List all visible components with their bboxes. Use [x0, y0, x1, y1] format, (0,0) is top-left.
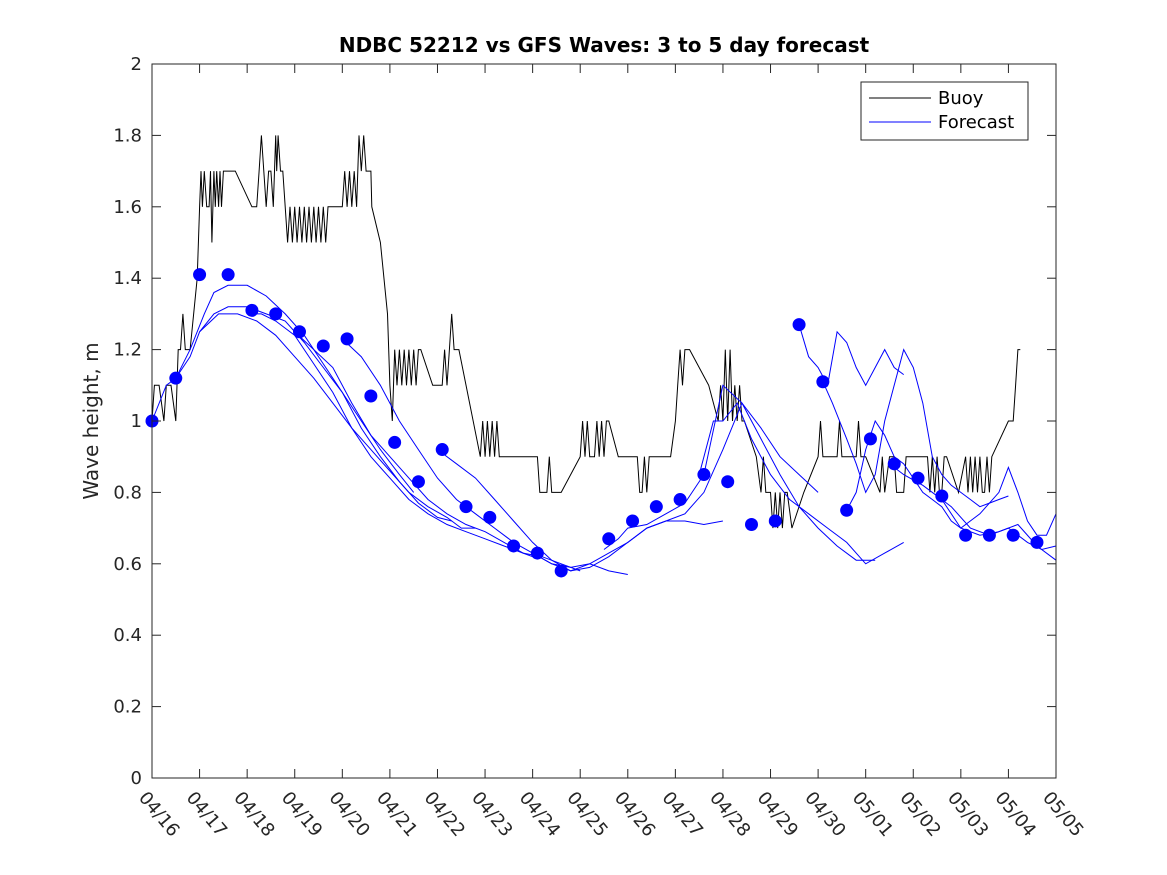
- y-tick-label: 1: [131, 411, 142, 432]
- y-tick-label: 0.8: [113, 482, 142, 503]
- forecast-marker: [193, 268, 207, 282]
- forecast-marker: [435, 443, 449, 457]
- forecast-marker: [697, 468, 711, 482]
- forecast-line: [532, 402, 819, 572]
- forecast-marker: [459, 500, 473, 514]
- legend-label-buoy: Buoy: [938, 88, 984, 109]
- y-tick-label: 0.2: [113, 697, 142, 718]
- y-tick-label: 2: [131, 54, 142, 75]
- forecast-marker: [269, 307, 283, 321]
- forecast-marker: [169, 371, 183, 385]
- forecast-marker: [245, 303, 259, 317]
- forecast-marker: [911, 471, 925, 485]
- forecast-marker: [292, 325, 306, 339]
- forecast-marker: [340, 332, 354, 346]
- y-tick-label: 0: [131, 768, 142, 789]
- forecast-marker: [959, 528, 973, 542]
- forecast-marker: [768, 514, 782, 528]
- legend: Buoy Forecast: [860, 81, 1029, 141]
- forecast-marker: [602, 532, 616, 546]
- forecast-marker: [863, 432, 877, 446]
- forecast-marker: [744, 518, 758, 532]
- forecast-marker: [411, 475, 425, 489]
- forecast-marker: [316, 339, 330, 353]
- forecast-marker: [1030, 535, 1044, 549]
- y-axis: 0 0.2 0.4 0.6 0.8 1 1.2 1.4 1.6 1.8 2: [113, 54, 1056, 789]
- forecast-marker: [626, 514, 640, 528]
- forecast-line: [247, 313, 533, 558]
- forecast-marker: [982, 528, 996, 542]
- forecast-line: [437, 449, 723, 572]
- forecast-marker: [530, 546, 544, 560]
- forecast-line: [199, 313, 476, 529]
- y-tick-label: 0.6: [113, 554, 142, 575]
- y-tick-label: 1.8: [113, 125, 142, 146]
- y-tick-label: 1.2: [113, 340, 142, 361]
- buoy-line: [151, 135, 1021, 529]
- forecast-line: [846, 419, 1057, 536]
- forecast-marker: [1006, 528, 1020, 542]
- legend-box: [860, 81, 1029, 141]
- plot-area: [152, 64, 1056, 778]
- forecast-marker: [935, 489, 949, 503]
- forecast-marker: [840, 503, 854, 517]
- forecast-line: [603, 384, 876, 561]
- forecast-marker: [554, 564, 568, 578]
- forecast-marker: [887, 457, 901, 471]
- forecast-marker: [673, 493, 687, 507]
- forecast-marker: [364, 389, 378, 403]
- legend-label-forecast: Forecast: [938, 112, 1014, 133]
- forecast-marker: [483, 510, 497, 524]
- chart-title: NDBC 52212 vs GFS Waves: 3 to 5 day fore…: [339, 33, 870, 57]
- forecast-marker: [792, 318, 806, 332]
- forecast-marker: [649, 500, 663, 514]
- y-axis-label: Wave height, m: [79, 342, 103, 499]
- forecast-marker: [388, 435, 402, 449]
- forecast-line: [822, 348, 1009, 508]
- forecast-marker: [221, 268, 235, 282]
- forecast-marker: [816, 375, 830, 389]
- forecast-marker: [507, 539, 521, 553]
- forecast-line: [798, 324, 904, 387]
- y-tick-label: 1.6: [113, 197, 142, 218]
- y-tick-label: 1.4: [113, 268, 142, 289]
- data-layer: [145, 135, 1057, 578]
- forecast-line: [698, 402, 904, 565]
- forecast-marker: [721, 475, 735, 489]
- y-tick-label: 0.4: [113, 625, 142, 646]
